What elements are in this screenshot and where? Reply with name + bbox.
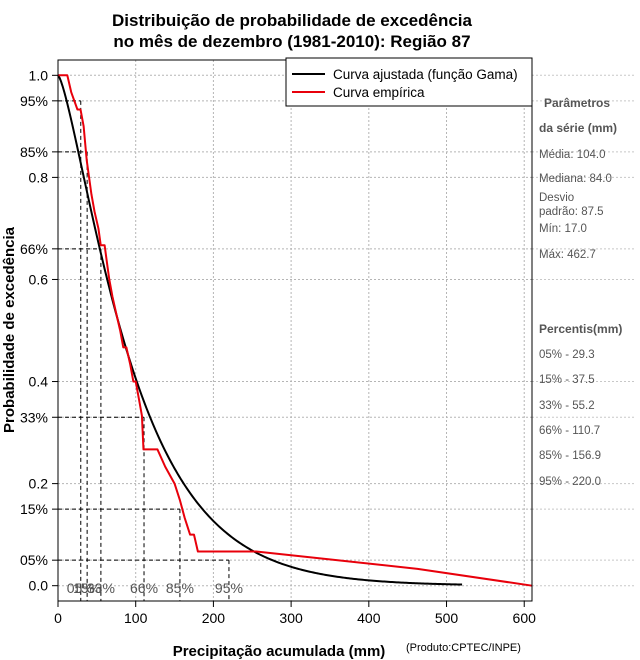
chart-title-line-1: Distribuição de probabilidade de excedên… [112, 11, 472, 30]
percentil-66: 66% - 110.7 [539, 425, 600, 437]
param-max: Máx: 462.7 [539, 249, 596, 261]
x-tick-label-1: 100 [124, 610, 148, 626]
y-tick-label-5: 0.6 [29, 271, 49, 287]
param-mean: Média: 104.0 [539, 149, 606, 161]
x-tick-label-0: 0 [54, 610, 62, 626]
percentile-x-label-15%: 15% [73, 580, 101, 596]
legend-label-empirical: Curva empírica [333, 85, 425, 100]
y-tick-label-10: 05% [20, 552, 48, 568]
percentil-15: 15% - 37.5 [539, 374, 595, 386]
fitted-gamma-curve [57, 74, 463, 586]
percentil-85: 85% - 156.9 [539, 450, 601, 462]
params-heading-line-1: Parâmetros [544, 96, 610, 110]
y-tick-label-7: 33% [20, 409, 48, 425]
x-tick-label-3: 300 [279, 610, 303, 626]
param-stddev-line-1: Desvio [539, 192, 574, 204]
param-min: Mín: 17.0 [539, 223, 587, 235]
percentiles-panel: Percentis(mm) 05% - 29.3 15% - 37.5 33% … [539, 322, 622, 488]
x-tick-label-2: 200 [202, 610, 226, 626]
x-axis-label: Precipitação acumulada (mm) [173, 643, 386, 660]
data-series [57, 74, 533, 587]
y-tick-label-4: 66% [20, 241, 48, 257]
percentil-95: 95% - 220.0 [539, 476, 601, 488]
y-axis: 1.0 95% 85% 0.8 66% 0.6 0.4 33% 0.2 15% 05% 0.0 [20, 67, 58, 594]
legend-label-fitted: Curva ajustada (função Gama) [333, 67, 518, 82]
percentile-x-label-05%: 05% [67, 580, 95, 596]
percentile-x-label-85%: 85% [166, 580, 194, 596]
percentile-reference-lines [58, 100, 230, 601]
percentile-x-labels: 05%15%33% 66% 85% 95% [67, 580, 243, 596]
params-heading-line-2: da série (mm) [539, 121, 617, 135]
y-tick-label-11: 0.0 [29, 578, 49, 594]
gridlines [58, 60, 636, 601]
param-median: Mediana: 84.0 [539, 173, 612, 185]
x-tick-label-6: 600 [513, 610, 537, 626]
legend-box [285, 57, 533, 107]
percentile-x-label-95%: 95% [215, 580, 243, 596]
plot-frame [57, 59, 533, 602]
y-tick-label-8: 0.2 [29, 476, 49, 492]
series-parameters-panel: Parâmetros da série (mm) Média: 104.0 Me… [539, 96, 617, 261]
x-tick-label-5: 500 [435, 610, 459, 626]
y-tick-label-9: 15% [20, 501, 48, 517]
percentil-33: 33% - 55.2 [539, 400, 595, 412]
y-tick-label-1: 95% [20, 93, 48, 109]
percentile-x-label-66%: 66% [130, 580, 158, 596]
y-axis-label: Probabilidade de excedência [1, 226, 18, 433]
percentile-x-label-33%: 33% [87, 580, 115, 596]
chart-title-line-2: no mês de dezembro (1981-2010): Região 8… [113, 32, 470, 51]
param-stddev-line-2: padrão: 87.5 [539, 206, 604, 218]
y-tick-label-6: 0.4 [29, 374, 49, 390]
y-tick-label-2: 85% [20, 144, 48, 160]
percentis-heading: Percentis(mm) [539, 322, 622, 336]
product-credit: (Produto:CPTEC/INPE) [406, 642, 521, 654]
percentil-05: 05% - 29.3 [539, 349, 595, 361]
y-tick-label-3: 0.8 [29, 169, 49, 185]
y-tick-label-0: 1.0 [29, 67, 49, 83]
x-tick-label-4: 400 [357, 610, 381, 626]
empirical-curve [58, 74, 533, 587]
x-axis: 0 100 200 300 400 500 600 [54, 601, 536, 626]
legend: Curva ajustada (função Gama) Curva empír… [285, 57, 533, 107]
